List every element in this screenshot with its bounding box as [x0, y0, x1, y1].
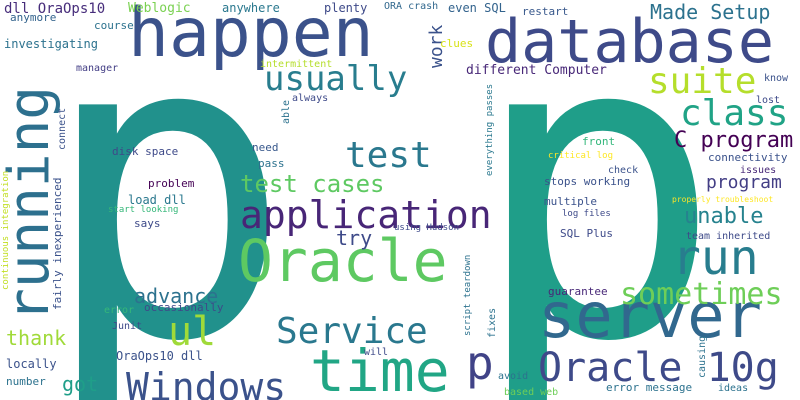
word-load-dll: load dll — [128, 193, 186, 207]
word-program: program — [706, 172, 782, 193]
word-different-computer: different Computer — [466, 63, 607, 78]
word-advance: advance — [134, 284, 219, 308]
word-problem: problem — [148, 177, 195, 190]
word-weblogic: Weblogic — [128, 1, 191, 16]
word-service: Service — [276, 311, 428, 352]
word-junit: Junit — [112, 321, 143, 332]
word-check: check — [608, 165, 639, 176]
word-everything-passes: everything passes — [485, 83, 495, 176]
word-server: server — [538, 279, 762, 352]
word-c-program: C program — [674, 128, 794, 153]
word-using-hudson: using Hudson — [394, 223, 460, 233]
word-need: need — [252, 141, 279, 154]
word-stops-working: stops working — [544, 175, 631, 188]
word-run: run — [672, 230, 759, 286]
word-properly-troubleshoot: properly troubleshoot — [672, 195, 774, 204]
word-got: got — [62, 372, 99, 396]
word-oraops10-dll: OraOps10 dll — [116, 349, 203, 363]
word-fixes: fixes — [487, 307, 498, 338]
word-says: says — [134, 217, 161, 230]
word-multiple: multiple — [544, 195, 597, 208]
word-investigating: investigating — [4, 37, 98, 51]
word-usually: usually — [264, 59, 408, 99]
word-ul: ul — [168, 309, 217, 355]
word-course: course — [94, 19, 134, 32]
word-critical-log: critical log — [548, 151, 614, 161]
word-happen: happen — [128, 0, 374, 73]
word-guarantee: guarantee — [548, 285, 608, 298]
word-oracle-10g: Oracle 10g — [538, 345, 779, 391]
word-connectivity: connectivity — [708, 151, 788, 164]
word-p-small: p — [466, 336, 494, 390]
word-restart: restart — [522, 5, 569, 18]
word-disk-space: disk space — [112, 145, 179, 158]
word-issues: issues — [740, 165, 777, 176]
word-based-web: based web — [504, 387, 559, 398]
word-start-looking: start looking — [108, 205, 179, 215]
word-oracle: Oracle — [238, 227, 448, 295]
word-windows: Windows — [126, 365, 287, 400]
word-unable: unable — [684, 204, 764, 229]
word-error-message: error message — [606, 381, 693, 394]
word-connect: connect — [57, 107, 68, 150]
word-ideas: ideas — [718, 383, 749, 394]
word-plenty: plenty — [324, 1, 368, 15]
word-even-sql: even SQL — [448, 1, 506, 15]
word-log-files: log files — [562, 209, 611, 219]
word-application: application — [240, 193, 492, 237]
word-anymore: anymore — [10, 11, 57, 24]
word-will: will — [364, 347, 389, 358]
word-causing: causing — [697, 335, 708, 378]
word-sometimes: sometimes — [620, 277, 783, 312]
word-avoid: avoid — [498, 371, 529, 382]
word-locally: locally — [6, 357, 57, 371]
word-continuous-integration: continuous integration — [1, 170, 11, 290]
word-number: number — [6, 375, 46, 388]
word-p-large-2: p — [470, 0, 723, 400]
word-team-inherited: team inherited — [686, 231, 771, 242]
word-database: database — [485, 7, 774, 77]
word-sql-plus: SQL Plus — [560, 227, 613, 240]
word-made-setup: Made Setup — [650, 0, 771, 24]
word-always: always — [292, 93, 329, 104]
word-script-teardown: script teardown — [463, 254, 473, 336]
word-pass: pass — [258, 157, 285, 170]
word-front: front — [582, 135, 616, 148]
word-suite: suite — [648, 61, 757, 102]
word-thank: thank — [6, 326, 67, 350]
word-error: error — [104, 305, 135, 316]
word-test: test — [345, 135, 432, 176]
word-anywhere: anywhere — [222, 1, 280, 15]
word-p-large-1: p — [40, 0, 293, 400]
word-occasionally: occasionally — [144, 301, 224, 314]
word-test-cases: test cases — [240, 170, 385, 198]
word-time: time — [310, 337, 450, 400]
word-know: know — [764, 73, 789, 84]
word-clues: clues — [440, 37, 474, 50]
word-able: able — [281, 99, 292, 124]
word-try: try — [336, 226, 373, 250]
word-class: class — [680, 93, 789, 134]
word-dll-oraops10: dll OraOps10 — [4, 1, 106, 17]
word-intermittent: intermittent — [260, 59, 333, 70]
word-fairly-inexperienced: fairly inexperienced — [51, 177, 64, 310]
word-manager: manager — [76, 63, 119, 74]
word-lost: lost — [756, 95, 781, 106]
word-ora-crash: ORA crash — [384, 1, 439, 12]
